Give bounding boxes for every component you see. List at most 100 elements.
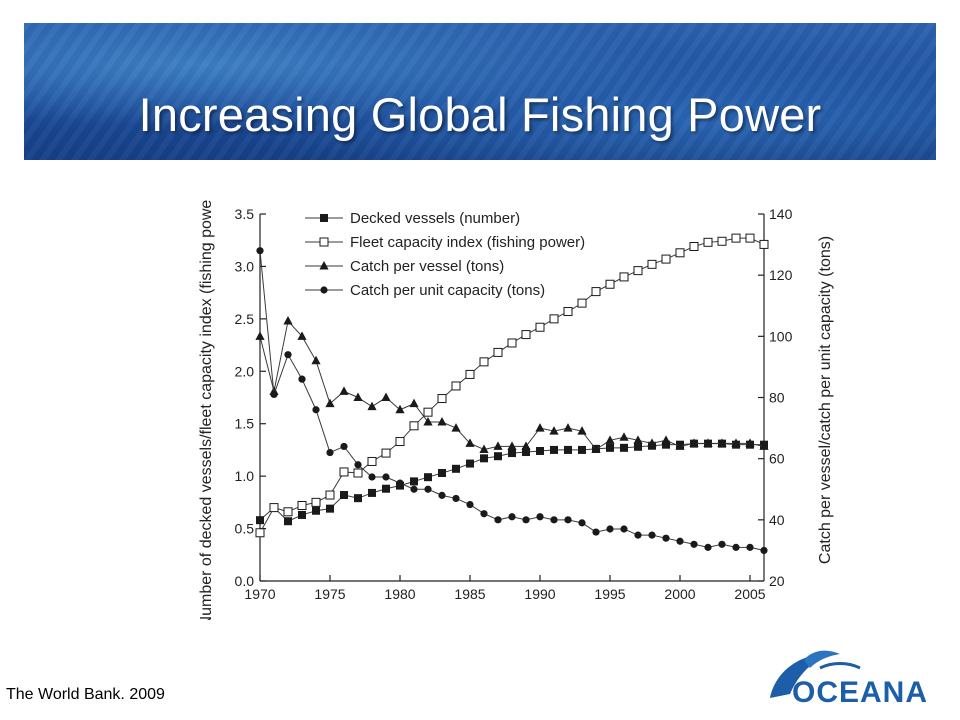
- data-point: [396, 479, 404, 487]
- data-point: [591, 287, 601, 297]
- logo-wordmark: OCEANA: [792, 676, 928, 709]
- plot-frame: [259, 214, 765, 582]
- logo-dolphin-fin: [804, 650, 840, 668]
- right-tick-label: 100: [769, 328, 793, 344]
- data-point: [465, 438, 475, 447]
- data-point: [284, 351, 292, 359]
- series-4: [256, 247, 768, 555]
- x-tick-label: 1980: [384, 586, 415, 602]
- data-point: [353, 392, 363, 401]
- data-point: [326, 504, 334, 513]
- data-point: [507, 441, 517, 450]
- legend-item: Fleet capacity index (fishing power): [305, 234, 585, 251]
- data-point: [270, 390, 278, 399]
- legend-marker: [319, 261, 329, 270]
- data-point: [549, 426, 559, 435]
- data-point: [647, 438, 657, 447]
- data-point: [325, 490, 335, 500]
- data-point: [675, 248, 685, 258]
- data-point: [564, 516, 572, 524]
- data-point: [732, 543, 740, 551]
- data-point: [703, 237, 713, 247]
- data-point: [381, 448, 391, 458]
- data-point: [564, 445, 572, 454]
- logo-wave: [819, 662, 861, 670]
- data-point: [451, 423, 461, 432]
- right-tick-label: 120: [769, 267, 793, 283]
- data-point: [423, 416, 433, 426]
- data-point: [354, 461, 362, 469]
- data-point: [746, 543, 754, 551]
- right-tick-label: 20: [769, 573, 785, 589]
- data-point: [759, 239, 769, 249]
- left-tick-label: 3.5: [235, 206, 255, 222]
- data-point: [438, 468, 446, 477]
- data-point: [620, 525, 628, 533]
- data-point: [619, 272, 629, 282]
- data-point: [592, 528, 600, 536]
- data-point: [480, 454, 488, 463]
- data-point: [689, 438, 699, 447]
- data-point: [507, 338, 517, 348]
- right-axis: 20 40 60 80 100 120 140: [758, 206, 793, 589]
- left-tick-label: 0.5: [235, 521, 255, 537]
- data-point: [508, 449, 516, 458]
- right-axis-label: Catch per vessel/catch per unit capacity…: [817, 236, 834, 564]
- data-point: [255, 528, 265, 538]
- data-point: [591, 444, 601, 453]
- data-point: [410, 477, 418, 486]
- legend-marker: [320, 214, 328, 222]
- x-tick-label: 1975: [314, 586, 345, 602]
- data-point: [578, 445, 586, 454]
- data-point: [521, 330, 531, 340]
- data-point: [704, 543, 712, 551]
- data-point: [452, 494, 460, 503]
- data-point: [689, 242, 699, 252]
- data-point: [662, 440, 670, 449]
- data-point: [339, 467, 349, 477]
- data-point: [298, 375, 306, 383]
- banner-texture: [24, 23, 936, 160]
- data-point: [256, 247, 264, 255]
- data-point: [339, 386, 349, 395]
- right-tick-label: 40: [769, 512, 785, 528]
- data-point: [354, 494, 362, 503]
- data-point: [367, 456, 377, 466]
- data-point: [619, 432, 629, 441]
- left-tick-label: 3.0: [235, 258, 255, 274]
- data-point: [675, 441, 685, 450]
- data-point: [479, 444, 489, 453]
- data-point: [661, 254, 671, 264]
- left-tick-label: 2.0: [235, 363, 255, 379]
- data-point: [647, 259, 657, 269]
- legend-label: Catch per vessel (tons): [350, 258, 504, 275]
- data-point: [493, 347, 503, 357]
- data-point: [368, 473, 376, 481]
- data-point: [297, 331, 307, 340]
- data-point: [521, 441, 531, 450]
- data-point: [563, 307, 573, 317]
- data-point: [409, 398, 419, 408]
- data-point: [297, 501, 307, 511]
- data-point: [633, 435, 643, 444]
- data-point: [563, 423, 573, 432]
- data-point: [480, 510, 488, 518]
- data-point: [577, 298, 587, 308]
- data-point: [760, 546, 768, 555]
- data-point: [703, 438, 713, 447]
- title-banner: Increasing Global Fishing Power: [24, 23, 936, 160]
- data-point: [494, 452, 502, 461]
- x-tick-label: 1985: [454, 586, 485, 602]
- series-layer: [255, 233, 769, 555]
- legend: Decked vessels (number) Fleet capacity in…: [305, 210, 585, 299]
- data-point: [718, 540, 726, 548]
- data-point: [550, 516, 558, 524]
- data-point: [535, 423, 545, 432]
- slide-title: Increasing Global Fishing Power: [138, 88, 822, 141]
- data-point: [438, 491, 446, 499]
- data-point: [381, 392, 391, 401]
- data-point: [451, 381, 461, 391]
- data-point: [745, 438, 755, 447]
- left-tick-label: 2.5: [235, 311, 255, 327]
- data-point: [662, 534, 670, 542]
